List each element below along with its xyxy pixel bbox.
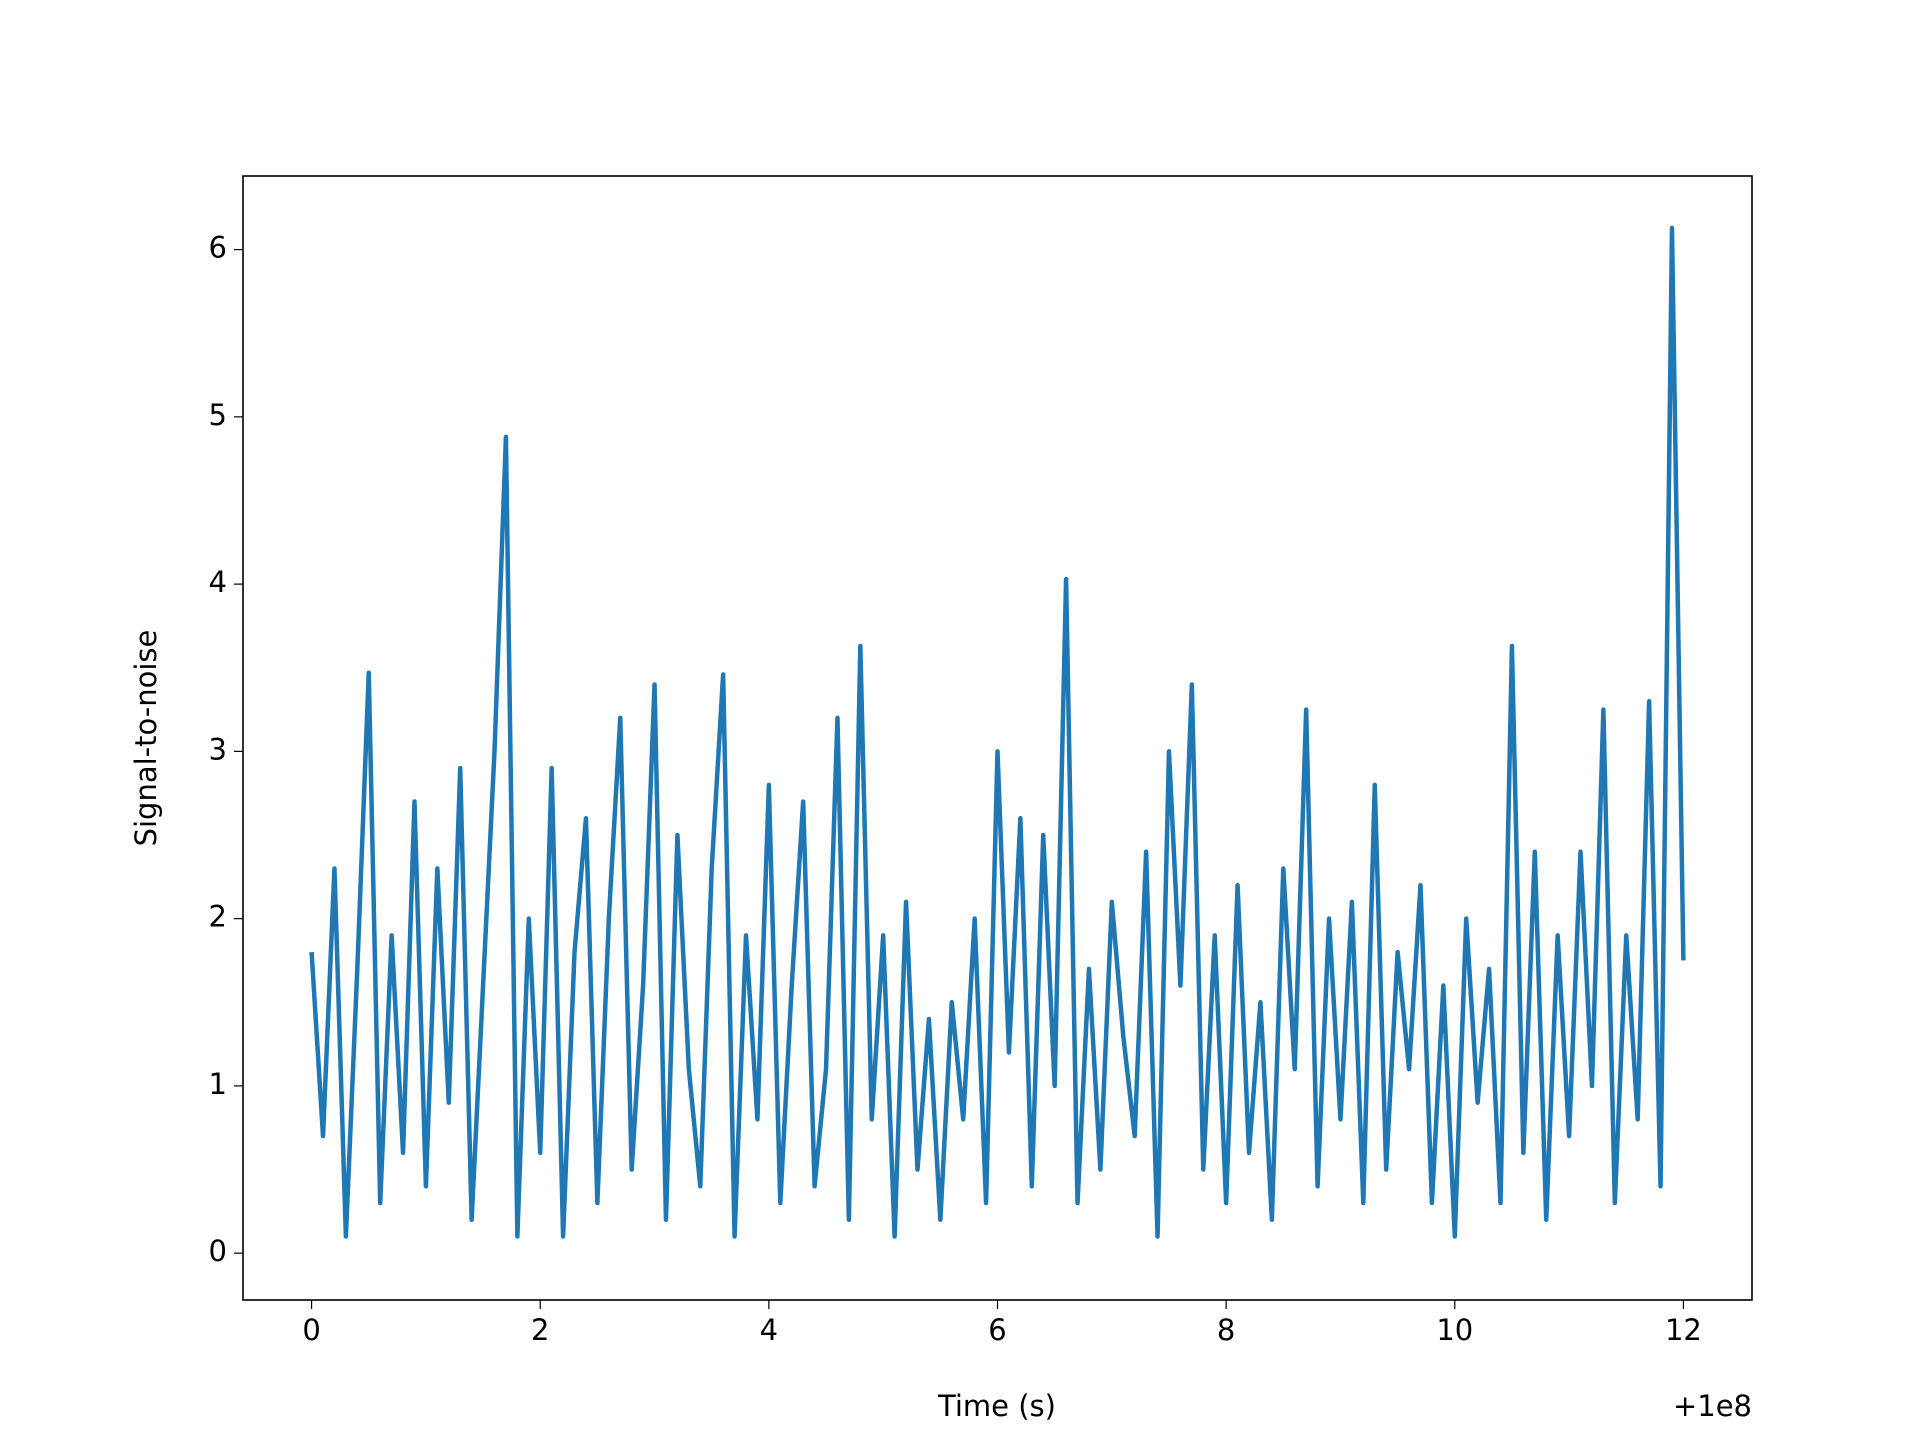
x-tick-label: 12: [1665, 1313, 1702, 1347]
y-tick-label: 2: [209, 900, 227, 934]
line-series: [309, 225, 1686, 1239]
y-tick-label: 6: [209, 231, 227, 265]
y-tick-label: 1: [209, 1067, 227, 1101]
axes-frame: [242, 175, 1753, 1301]
y-axis-label: Signal-to-noise: [129, 630, 163, 847]
x-offset-label: +1e8: [1673, 1389, 1752, 1423]
y-tick-label: 3: [209, 732, 227, 766]
y-tick-label: 5: [209, 398, 227, 432]
x-tick-label: 6: [988, 1313, 1006, 1347]
x-tick-label: 4: [760, 1313, 778, 1347]
x-axis-label: Time (s): [937, 1389, 1056, 1423]
y-tick-label: 4: [209, 565, 227, 599]
y-tick-label: 0: [209, 1234, 227, 1268]
x-tick-label: 10: [1436, 1313, 1473, 1347]
x-tick-label: 8: [1217, 1313, 1235, 1347]
x-tick-label: 2: [531, 1313, 549, 1347]
x-tick-label: 0: [302, 1313, 320, 1347]
